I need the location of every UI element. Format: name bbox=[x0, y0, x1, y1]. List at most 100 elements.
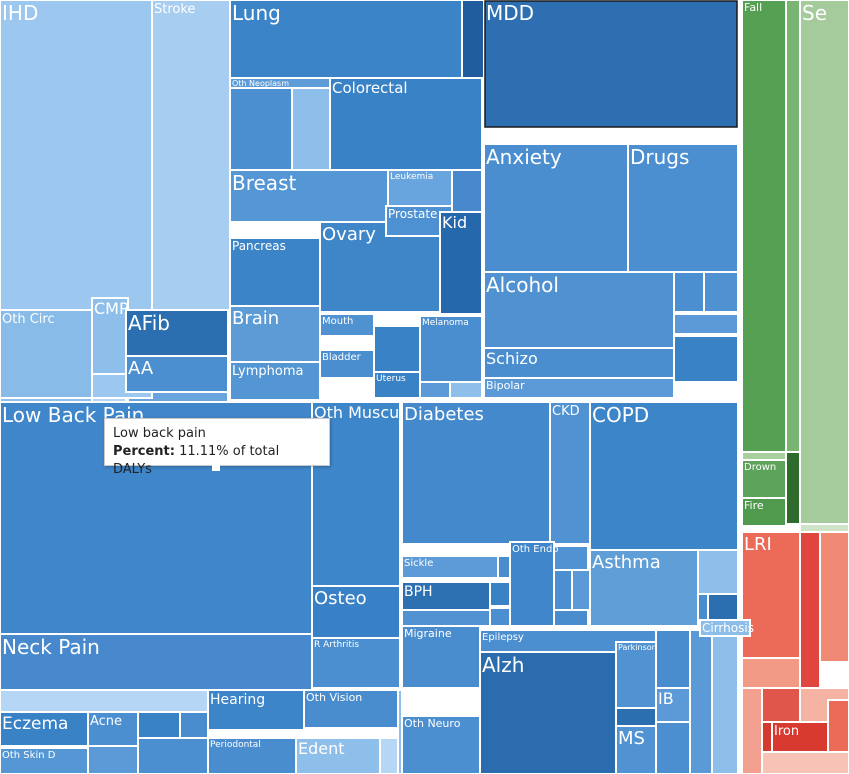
treemap-tile-rect[interactable] bbox=[401, 401, 551, 545]
treemap-tile-rect[interactable] bbox=[483, 377, 675, 399]
treemap-tile-othskind[interactable]: Oth Skin D bbox=[0, 747, 89, 774]
treemap-tile-rect[interactable] bbox=[401, 715, 481, 774]
treemap-tile-othendo[interactable]: Oth Endo bbox=[509, 541, 558, 627]
treemap-tile-anxiety[interactable]: Anxiety bbox=[483, 143, 629, 273]
treemap-tile-lung[interactable]: Lung bbox=[229, 0, 463, 79]
treemap-tile-diabetes[interactable]: Diabetes bbox=[401, 401, 551, 545]
treemap-tile-rect[interactable] bbox=[0, 711, 89, 747]
treemap-tile-rect[interactable] bbox=[589, 549, 699, 627]
treemap-tile-rect[interactable] bbox=[229, 361, 321, 401]
treemap-tile-rect[interactable] bbox=[439, 211, 483, 315]
treemap-tile-lri[interactable]: LRI bbox=[741, 531, 801, 659]
treemap-tile-fire[interactable]: Fire bbox=[741, 497, 787, 527]
treemap-tile-rect[interactable] bbox=[479, 651, 617, 774]
treemap-tile-rect[interactable] bbox=[627, 143, 739, 273]
treemap-tile-rect[interactable] bbox=[87, 711, 139, 747]
treemap-tile-bipolar[interactable]: Bipolar bbox=[483, 377, 675, 399]
treemap-tile-rect[interactable] bbox=[0, 747, 89, 774]
treemap-tile-alcohol[interactable]: Alcohol bbox=[483, 271, 675, 349]
treemap-tile-rect[interactable] bbox=[207, 689, 305, 731]
treemap-tile-melanoma[interactable]: Melanoma bbox=[419, 315, 483, 383]
treemap-tile-rect[interactable] bbox=[319, 349, 375, 379]
treemap-tile-rect[interactable] bbox=[207, 737, 297, 774]
treemap-tile-rect[interactable] bbox=[509, 541, 555, 627]
treemap-tile-rect[interactable] bbox=[615, 725, 657, 774]
treemap-tile-breast[interactable]: Breast bbox=[229, 169, 389, 223]
treemap-tile-rect[interactable] bbox=[483, 0, 739, 129]
treemap-tile-mouth[interactable]: Mouth bbox=[319, 313, 375, 337]
treemap-tile-osteo[interactable]: Osteo bbox=[311, 585, 401, 639]
treemap-tile-alzh[interactable]: Alzh bbox=[479, 651, 617, 774]
treemap-tile-copd[interactable]: COPD bbox=[589, 401, 739, 551]
treemap-tile-pancreas[interactable]: Pancreas bbox=[229, 237, 321, 307]
treemap-tile-rect[interactable] bbox=[125, 355, 229, 393]
treemap-tile-othvision[interactable]: Oth Vision bbox=[303, 689, 399, 729]
treemap-tile-rect[interactable] bbox=[91, 297, 129, 375]
treemap-tile-rect[interactable] bbox=[229, 305, 321, 363]
treemap-tile-rect[interactable] bbox=[799, 0, 849, 525]
treemap-tile-rect[interactable] bbox=[483, 271, 675, 349]
treemap-tile-rect[interactable] bbox=[741, 531, 801, 659]
treemap-tile-fall[interactable]: Fall bbox=[741, 0, 787, 453]
treemap-tile-ib[interactable]: IB bbox=[655, 687, 691, 723]
treemap-tile-sickle[interactable]: Sickle bbox=[401, 555, 499, 579]
treemap-tile-rect[interactable] bbox=[319, 313, 375, 337]
treemap-tile-aa[interactable]: AA bbox=[125, 355, 229, 393]
treemap-tile-rect[interactable] bbox=[401, 581, 491, 611]
treemap-tile-rarthritis[interactable]: R Arthritis bbox=[311, 637, 401, 689]
treemap-tile-rect[interactable] bbox=[229, 169, 389, 223]
treemap-tile-rect[interactable] bbox=[483, 143, 629, 273]
treemap-tile-rect[interactable] bbox=[699, 619, 751, 637]
treemap-tile-periodontal[interactable]: Periodontal bbox=[207, 737, 297, 774]
treemap-tile-uterus[interactable]: Uterus bbox=[373, 371, 421, 399]
treemap-tile-cmp[interactable]: CMP bbox=[91, 297, 129, 375]
treemap-tile-rect[interactable] bbox=[549, 401, 591, 545]
treemap-tile-cirrhosis[interactable]: Cirrhosis bbox=[699, 619, 754, 637]
treemap-tile-iron[interactable]: Iron bbox=[771, 721, 829, 753]
treemap-tile-eczema[interactable]: Eczema bbox=[0, 711, 89, 747]
treemap-tile-drown[interactable]: Drown bbox=[741, 459, 787, 499]
treemap-tile-asthma[interactable]: Asthma bbox=[589, 549, 699, 627]
treemap-tile-rect[interactable] bbox=[373, 371, 421, 399]
treemap-tile-rect[interactable] bbox=[311, 637, 401, 689]
treemap-tile-self[interactable]: Se bbox=[799, 0, 849, 525]
treemap-tile-rect[interactable] bbox=[311, 585, 401, 639]
treemap-tile-parkinson[interactable]: Parkinson bbox=[615, 641, 657, 709]
treemap-tile-neckpain[interactable]: Neck Pain bbox=[0, 633, 313, 691]
treemap-tile-rect[interactable] bbox=[295, 737, 381, 774]
treemap-tile-bph[interactable]: BPH bbox=[401, 581, 491, 611]
treemap-tile-hearing[interactable]: Hearing bbox=[207, 689, 305, 731]
treemap-tile-rect[interactable] bbox=[741, 459, 787, 499]
treemap-tile-afib[interactable]: AFib bbox=[125, 309, 229, 357]
treemap-tile-rect[interactable] bbox=[615, 641, 657, 709]
treemap-tile-ms[interactable]: MS bbox=[615, 725, 657, 774]
treemap-tile-rect[interactable] bbox=[329, 77, 483, 171]
treemap-tile-drugs[interactable]: Drugs bbox=[627, 143, 739, 273]
treemap-tile-rect[interactable] bbox=[741, 497, 787, 527]
treemap-tile-rect[interactable] bbox=[401, 555, 499, 579]
treemap-tile-lymphoma[interactable]: Lymphoma bbox=[229, 361, 321, 401]
treemap-tile-rect[interactable] bbox=[419, 315, 483, 383]
treemap-tile-bladder[interactable]: Bladder bbox=[319, 349, 375, 379]
treemap-tile-rect[interactable] bbox=[655, 687, 691, 723]
treemap-tile-othcirc[interactable]: Oth Circ bbox=[0, 309, 93, 399]
treemap-tile-mdd[interactable]: MDD bbox=[483, 0, 739, 129]
treemap-tile-rect[interactable] bbox=[151, 0, 231, 311]
treemap-tile-ckd[interactable]: CKD bbox=[549, 401, 591, 545]
treemap-tile-rect[interactable] bbox=[771, 721, 829, 753]
treemap-tile-edent[interactable]: Edent bbox=[295, 737, 381, 774]
treemap-tile-rect[interactable] bbox=[0, 633, 313, 691]
treemap-tile-rect[interactable] bbox=[0, 309, 93, 399]
treemap-tile-brain[interactable]: Brain bbox=[229, 305, 321, 363]
treemap-tile-kid[interactable]: Kid bbox=[439, 211, 483, 315]
treemap-tile-othneoplasm[interactable]: Oth Neoplasm bbox=[229, 77, 331, 89]
treemap-tile-stroke[interactable]: Stroke bbox=[151, 0, 231, 311]
treemap-tile-othneuro[interactable]: Oth Neuro bbox=[401, 715, 481, 774]
treemap-tile-rect[interactable] bbox=[483, 347, 675, 379]
treemap-tile-schizo[interactable]: Schizo bbox=[483, 347, 675, 379]
treemap-tile-rect[interactable] bbox=[303, 689, 399, 729]
treemap-tile-rect[interactable] bbox=[741, 0, 787, 453]
treemap-tile-rect[interactable] bbox=[229, 0, 463, 79]
treemap-tile-colorectal[interactable]: Colorectal bbox=[329, 77, 483, 171]
treemap-tile-acne[interactable]: Acne bbox=[87, 711, 139, 747]
